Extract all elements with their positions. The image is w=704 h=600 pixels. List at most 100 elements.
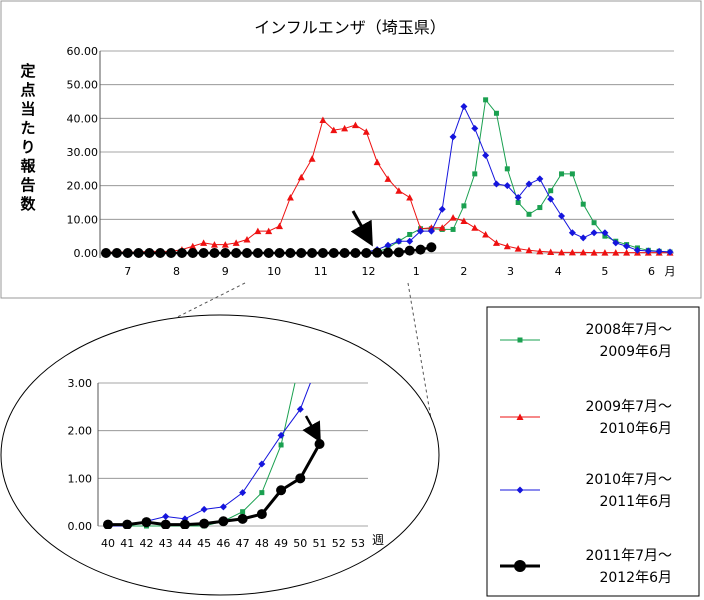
- main-y-ticks: 0.00 10.00 20.00 30.00 40.00 50.00 60.00: [67, 45, 99, 260]
- zoom-x-tick-label: 46: [216, 537, 230, 550]
- point-s2009: [265, 227, 273, 235]
- main-x-tick-label: 1: [413, 265, 420, 278]
- point-s2009: [536, 247, 544, 255]
- point-s2008: [493, 110, 499, 116]
- point-s2009: [503, 242, 511, 250]
- zoom-y-tick-label: 1.00: [68, 472, 93, 485]
- point-s2008: [569, 171, 575, 177]
- point-s2009: [612, 249, 620, 256]
- zoom-point-s2010: [219, 503, 227, 511]
- legend-swatch-marker: [514, 560, 526, 572]
- point-s2009: [232, 239, 240, 246]
- point-s2011: [372, 247, 383, 258]
- zoom-x-tick-label: 42: [139, 537, 153, 550]
- main-y-tick-label: 20.00: [67, 180, 99, 193]
- legend-box: [486, 306, 700, 597]
- main-x-tick-label: 6: [648, 265, 655, 278]
- svg-text:た: た: [20, 119, 35, 137]
- point-s2011: [209, 248, 220, 258]
- main-x-tick-label: 12: [361, 265, 375, 278]
- legend-label-line1: 2010年7月～: [585, 472, 672, 488]
- main-y-tick-label: 30.00: [67, 146, 99, 159]
- point-s2008: [461, 203, 467, 209]
- point-s2009: [308, 155, 316, 162]
- zoom-x-tick-label: 49: [274, 537, 288, 550]
- point-s2011: [176, 248, 187, 258]
- point-s2009: [460, 217, 468, 225]
- point-s2011: [101, 248, 111, 258]
- main-x-tick-label: 9: [222, 265, 229, 278]
- point-s2009: [558, 248, 566, 256]
- zoom-point-s2011: [199, 518, 210, 529]
- zoom-point-s2011: [218, 516, 229, 527]
- point-s2009: [276, 222, 284, 230]
- legend-swatch-marker: [517, 337, 523, 343]
- zoom-x-tick-label: 47: [236, 537, 250, 550]
- zoom-x-tick-label: 52: [332, 537, 346, 550]
- point-s2009: [319, 116, 327, 124]
- point-s2009: [221, 241, 229, 248]
- point-s2010: [644, 247, 652, 255]
- point-s2011: [252, 248, 263, 258]
- point-s2009: [427, 224, 435, 231]
- point-s2008: [407, 231, 413, 237]
- zoom-series-s2011: [103, 439, 325, 529]
- point-s2011: [404, 245, 415, 256]
- zoom-grid: [97, 382, 368, 527]
- point-s2009: [471, 224, 479, 231]
- main-series: [101, 97, 674, 258]
- point-s2010: [406, 237, 414, 245]
- point-s2011: [166, 248, 177, 258]
- main-x-tick-label: 11: [314, 265, 328, 278]
- point-s2009: [330, 126, 338, 134]
- point-s2010: [492, 180, 500, 188]
- legend-item: 2010年7月～ 2011年6月: [500, 472, 672, 510]
- point-s2009: [351, 121, 359, 129]
- point-s2011: [328, 248, 339, 258]
- point-s2011: [426, 242, 437, 253]
- zoom-point-s2010: [258, 460, 266, 468]
- point-s2009: [384, 175, 392, 182]
- zoom-x-tick-label: 41: [120, 537, 134, 550]
- zoom-point-s2010: [239, 489, 247, 497]
- legend-label-line1: 2009年7月～: [585, 399, 672, 415]
- point-s2010: [623, 242, 631, 250]
- point-s2009: [568, 248, 576, 256]
- point-s2010: [633, 246, 641, 254]
- point-s2009: [373, 158, 381, 166]
- point-s2009: [525, 246, 533, 254]
- legend-label-line2: 2012年6月: [599, 570, 672, 586]
- point-s2009: [514, 245, 522, 252]
- legend-label-line2: 2011年6月: [599, 494, 672, 510]
- main-x-tick-label: 3: [507, 265, 514, 278]
- legend-item: 2011年7月～ 2012年6月: [500, 548, 672, 586]
- point-s2011: [198, 248, 209, 258]
- point-s2011: [187, 248, 198, 258]
- main-x-ticks: 7 8 9 10 11 12 1 2 3 4 5 6 月: [124, 265, 675, 278]
- point-s2010: [460, 103, 468, 111]
- zoom-point-s2011: [256, 509, 267, 520]
- point-s2008: [548, 188, 554, 194]
- zoom-point-s2011: [314, 439, 325, 450]
- zoom-x-ticks: 40 41 42 43 44 45 46 47 48 49 50 51 52 53 週: [101, 533, 384, 550]
- point-s2010: [417, 227, 425, 235]
- point-s2009: [297, 173, 305, 181]
- zoom-x-tick-label: 40: [101, 537, 115, 550]
- point-s2010: [438, 205, 446, 213]
- zoom-point-s2011: [179, 519, 190, 529]
- zoom-point-s2011: [237, 513, 248, 524]
- point-s2010: [384, 241, 392, 249]
- zoom-y-ticks: 0.00 1.00 2.00 3.00: [68, 377, 93, 533]
- zoom-point-s2010: [296, 405, 304, 413]
- point-s2011: [122, 248, 133, 258]
- point-s2009: [362, 128, 370, 135]
- point-s2011: [220, 248, 231, 258]
- zoom-highlight-arrow: [302, 415, 321, 443]
- main-x-tick-label: 月: [665, 265, 676, 278]
- point-s2008: [559, 171, 565, 177]
- highlight-arrow: [350, 210, 373, 247]
- point-s2011: [383, 247, 393, 258]
- point-s2011: [144, 248, 155, 258]
- legend-swatch-marker: [516, 486, 524, 494]
- svg-text:報: 報: [20, 157, 36, 175]
